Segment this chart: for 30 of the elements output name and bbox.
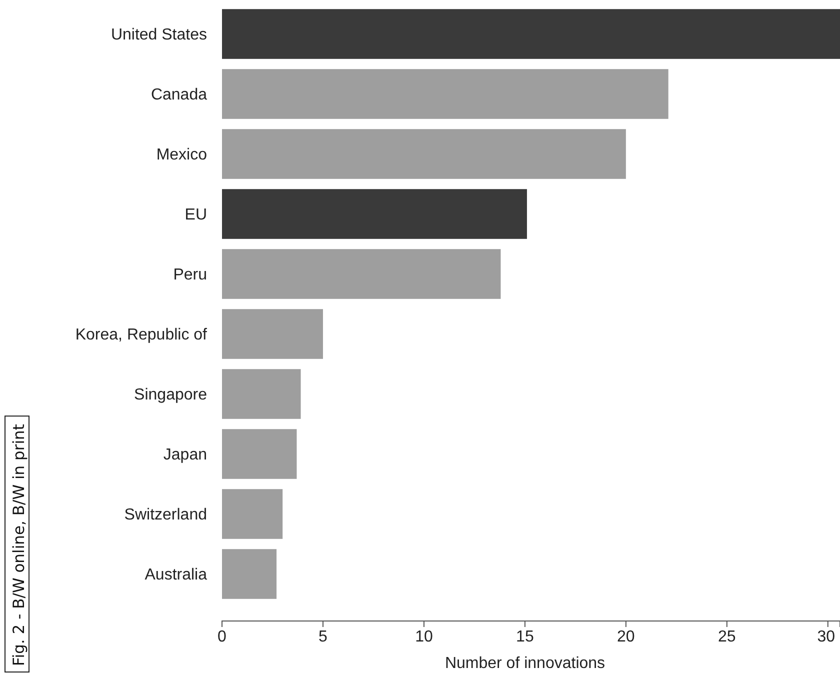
x-tick-label: 5 [318,628,328,646]
x-tick-label: 10 [415,628,433,646]
x-tick-label: 15 [516,628,534,646]
bar [222,129,626,179]
bar [222,69,668,119]
bar [222,369,301,419]
y-tick-label: Singapore [134,386,208,404]
bar [222,189,527,239]
y-tick-label: United States [110,26,207,44]
x-axis-title: Number of innovations [444,655,606,672]
bar [222,9,840,59]
caption: Fig. 2 - B/W online, B/W in print [10,424,28,666]
y-tick-label: Peru [173,266,207,284]
x-tick-label: 0 [218,628,227,646]
y-tick-label: Japan [163,446,207,464]
y-tick-label: EU [184,206,207,224]
bar [222,489,283,539]
y-tick-label: Australia [144,566,208,584]
y-tick-label: Canada [150,86,208,104]
y-tick-label: Korea, Republic of [75,326,208,344]
x-tick-label: 30 [817,628,836,646]
x-tick-label: 25 [718,628,736,646]
bar [222,429,297,479]
x-tick-label: 20 [617,628,635,646]
caption-frame: Fig. 2 - B/W online, B/W in print [4,416,30,672]
y-tick-label: Mexico [156,146,208,164]
bar [222,249,501,299]
bar [222,549,277,599]
y-tick-label: Switzerland [124,506,207,524]
bar [222,309,323,359]
